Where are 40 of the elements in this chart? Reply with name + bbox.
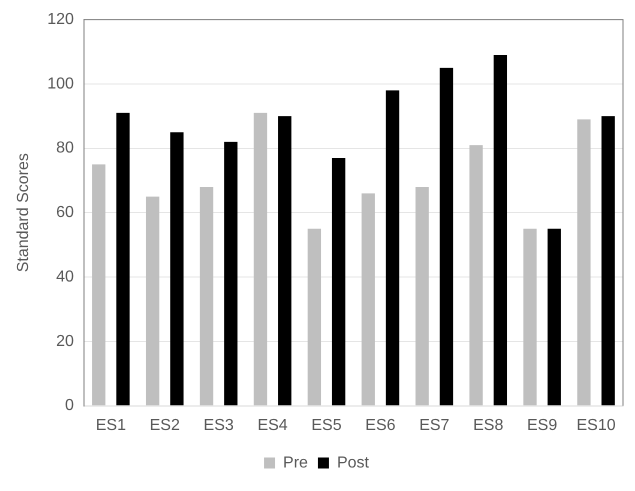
legend-label: Post xyxy=(336,454,370,472)
x-tick-label: ES4 xyxy=(257,416,288,434)
x-tick-label: ES3 xyxy=(204,416,234,434)
bar xyxy=(440,68,454,406)
legend-label: Pre xyxy=(283,454,308,472)
bar xyxy=(254,112,268,406)
bar xyxy=(308,228,322,406)
bar xyxy=(200,186,214,406)
bar xyxy=(146,196,160,406)
bar xyxy=(332,158,346,406)
y-tick-label: 60 xyxy=(56,204,74,222)
x-tick-label: ES5 xyxy=(311,416,342,434)
bar xyxy=(548,228,561,406)
x-tick-label: ES8 xyxy=(473,416,504,434)
x-tick-label: ES6 xyxy=(365,416,396,434)
x-tick-label: ES9 xyxy=(527,416,558,434)
y-tick-label: 80 xyxy=(56,140,74,157)
y-tick-label: 20 xyxy=(56,332,74,350)
y-tick-label: 0 xyxy=(64,397,74,414)
bar xyxy=(386,90,400,406)
bar xyxy=(170,132,184,406)
bar xyxy=(577,119,591,406)
x-tick-label: ES1 xyxy=(96,416,126,434)
bar xyxy=(278,116,292,406)
bar xyxy=(523,228,537,406)
y-tick-label: 100 xyxy=(47,75,74,92)
y-tick-label: 120 xyxy=(47,11,74,28)
x-tick-label: ES10 xyxy=(576,416,616,434)
bar xyxy=(224,142,238,406)
bar xyxy=(494,55,508,406)
bar xyxy=(116,112,130,406)
bar xyxy=(92,164,106,406)
bar xyxy=(602,116,615,406)
x-tick-label: ES7 xyxy=(419,416,450,434)
y-tick-label: 40 xyxy=(56,268,74,286)
bar xyxy=(469,145,483,406)
bar xyxy=(416,186,429,406)
x-tick-label: ES2 xyxy=(150,416,180,434)
y-axis-title: Standard Scores xyxy=(15,153,32,272)
bar xyxy=(362,193,375,406)
